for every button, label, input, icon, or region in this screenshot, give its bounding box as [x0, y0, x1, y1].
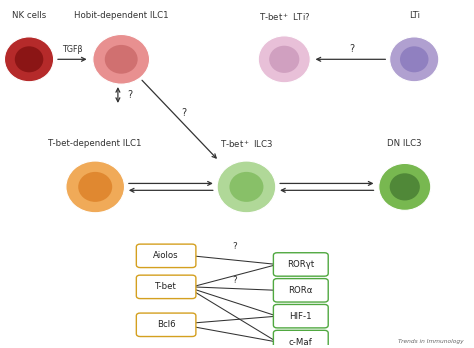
Text: Bcl6: Bcl6 — [157, 320, 175, 329]
FancyBboxPatch shape — [273, 253, 328, 276]
Text: LTi: LTi — [409, 11, 420, 20]
Text: T-bet-dependent ILC1: T-bet-dependent ILC1 — [48, 139, 142, 148]
Ellipse shape — [400, 46, 428, 72]
Ellipse shape — [269, 46, 300, 73]
Ellipse shape — [229, 172, 264, 202]
Text: ?: ? — [349, 44, 354, 54]
Ellipse shape — [390, 37, 439, 82]
FancyBboxPatch shape — [273, 279, 328, 302]
Text: Hobit-dependent ILC1: Hobit-dependent ILC1 — [74, 11, 169, 20]
Text: Trends in Immunology: Trends in Immunology — [398, 339, 464, 344]
Ellipse shape — [78, 172, 112, 202]
Text: T-bet$^+$ LTi?: T-bet$^+$ LTi? — [258, 11, 310, 23]
Text: RORγt: RORγt — [287, 260, 314, 269]
Text: HIF-1: HIF-1 — [290, 312, 312, 321]
Text: T-bet: T-bet — [155, 282, 177, 291]
Text: c-Maf: c-Maf — [289, 338, 313, 347]
FancyBboxPatch shape — [137, 313, 196, 337]
FancyBboxPatch shape — [273, 304, 328, 328]
Ellipse shape — [105, 45, 137, 74]
Text: ?: ? — [232, 276, 237, 285]
Ellipse shape — [4, 37, 54, 82]
Text: Aiolos: Aiolos — [153, 251, 179, 260]
Ellipse shape — [93, 34, 150, 84]
FancyBboxPatch shape — [137, 275, 196, 299]
Text: ?: ? — [128, 90, 132, 100]
Ellipse shape — [379, 164, 431, 210]
FancyBboxPatch shape — [273, 330, 328, 348]
Ellipse shape — [15, 46, 43, 72]
FancyBboxPatch shape — [137, 244, 196, 268]
Text: NK cells: NK cells — [12, 11, 46, 20]
Ellipse shape — [217, 161, 276, 213]
Text: TGFβ: TGFβ — [62, 45, 83, 54]
Ellipse shape — [258, 36, 310, 83]
Text: ?: ? — [232, 242, 237, 251]
Text: RORα: RORα — [289, 286, 313, 295]
Text: DN ILC3: DN ILC3 — [387, 139, 422, 148]
Text: T-bet$^+$ ILC3: T-bet$^+$ ILC3 — [220, 139, 273, 150]
Ellipse shape — [390, 173, 420, 200]
Ellipse shape — [66, 161, 125, 213]
Text: ?: ? — [182, 108, 187, 118]
